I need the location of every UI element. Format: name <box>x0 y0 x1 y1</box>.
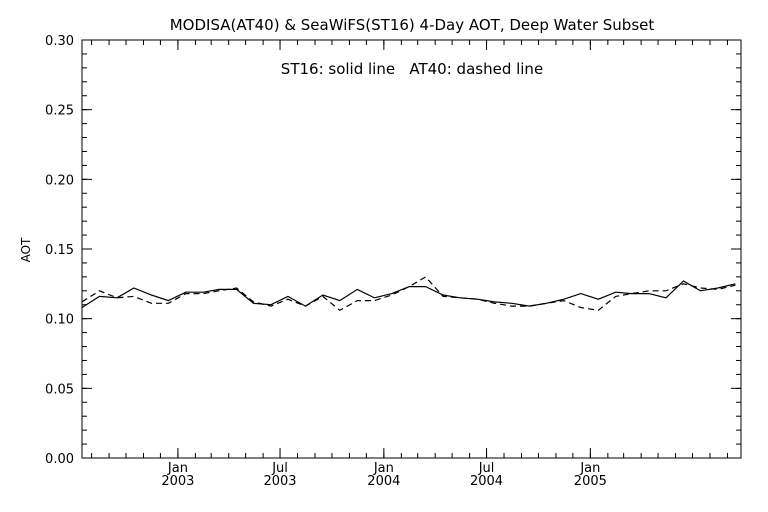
y-tick-label: 0.00 <box>45 452 74 467</box>
y-tick-label: 0.30 <box>45 34 74 49</box>
series-line-st16 <box>81 280 736 309</box>
x-tick-label-year: 2004 <box>470 474 503 489</box>
x-tick-label-year: 2003 <box>263 474 296 489</box>
x-tick-label-year: 2004 <box>367 474 400 489</box>
y-tick-label: 0.15 <box>45 243 74 258</box>
x-tick-label-month: Jan <box>579 461 600 476</box>
y-tick-label: 0.05 <box>45 382 74 397</box>
y-tick-label: 0.25 <box>45 104 74 119</box>
x-tick-label-month: Jan <box>167 461 188 476</box>
x-tick-label-month: Jul <box>478 461 495 476</box>
y-tick-label: 0.20 <box>45 173 74 188</box>
y-tick-label: 0.10 <box>45 313 74 328</box>
chart-title: MODISA(AT40) & SeaWiFS(ST16) 4-Day AOT, … <box>170 16 655 34</box>
x-tick-label-month: Jul <box>271 461 288 476</box>
series-line-at40 <box>81 276 736 312</box>
x-tick-label-year: 2005 <box>574 474 607 489</box>
series-annotation: ST16: solid line AT40: dashed line <box>281 60 543 78</box>
x-tick-label-year: 2003 <box>161 474 194 489</box>
y-axis-label: AOT <box>19 237 33 262</box>
plot-area: 0.000.050.100.150.200.250.30Jan2003Jul20… <box>45 34 742 489</box>
x-tick-label-month: Jan <box>373 461 394 476</box>
